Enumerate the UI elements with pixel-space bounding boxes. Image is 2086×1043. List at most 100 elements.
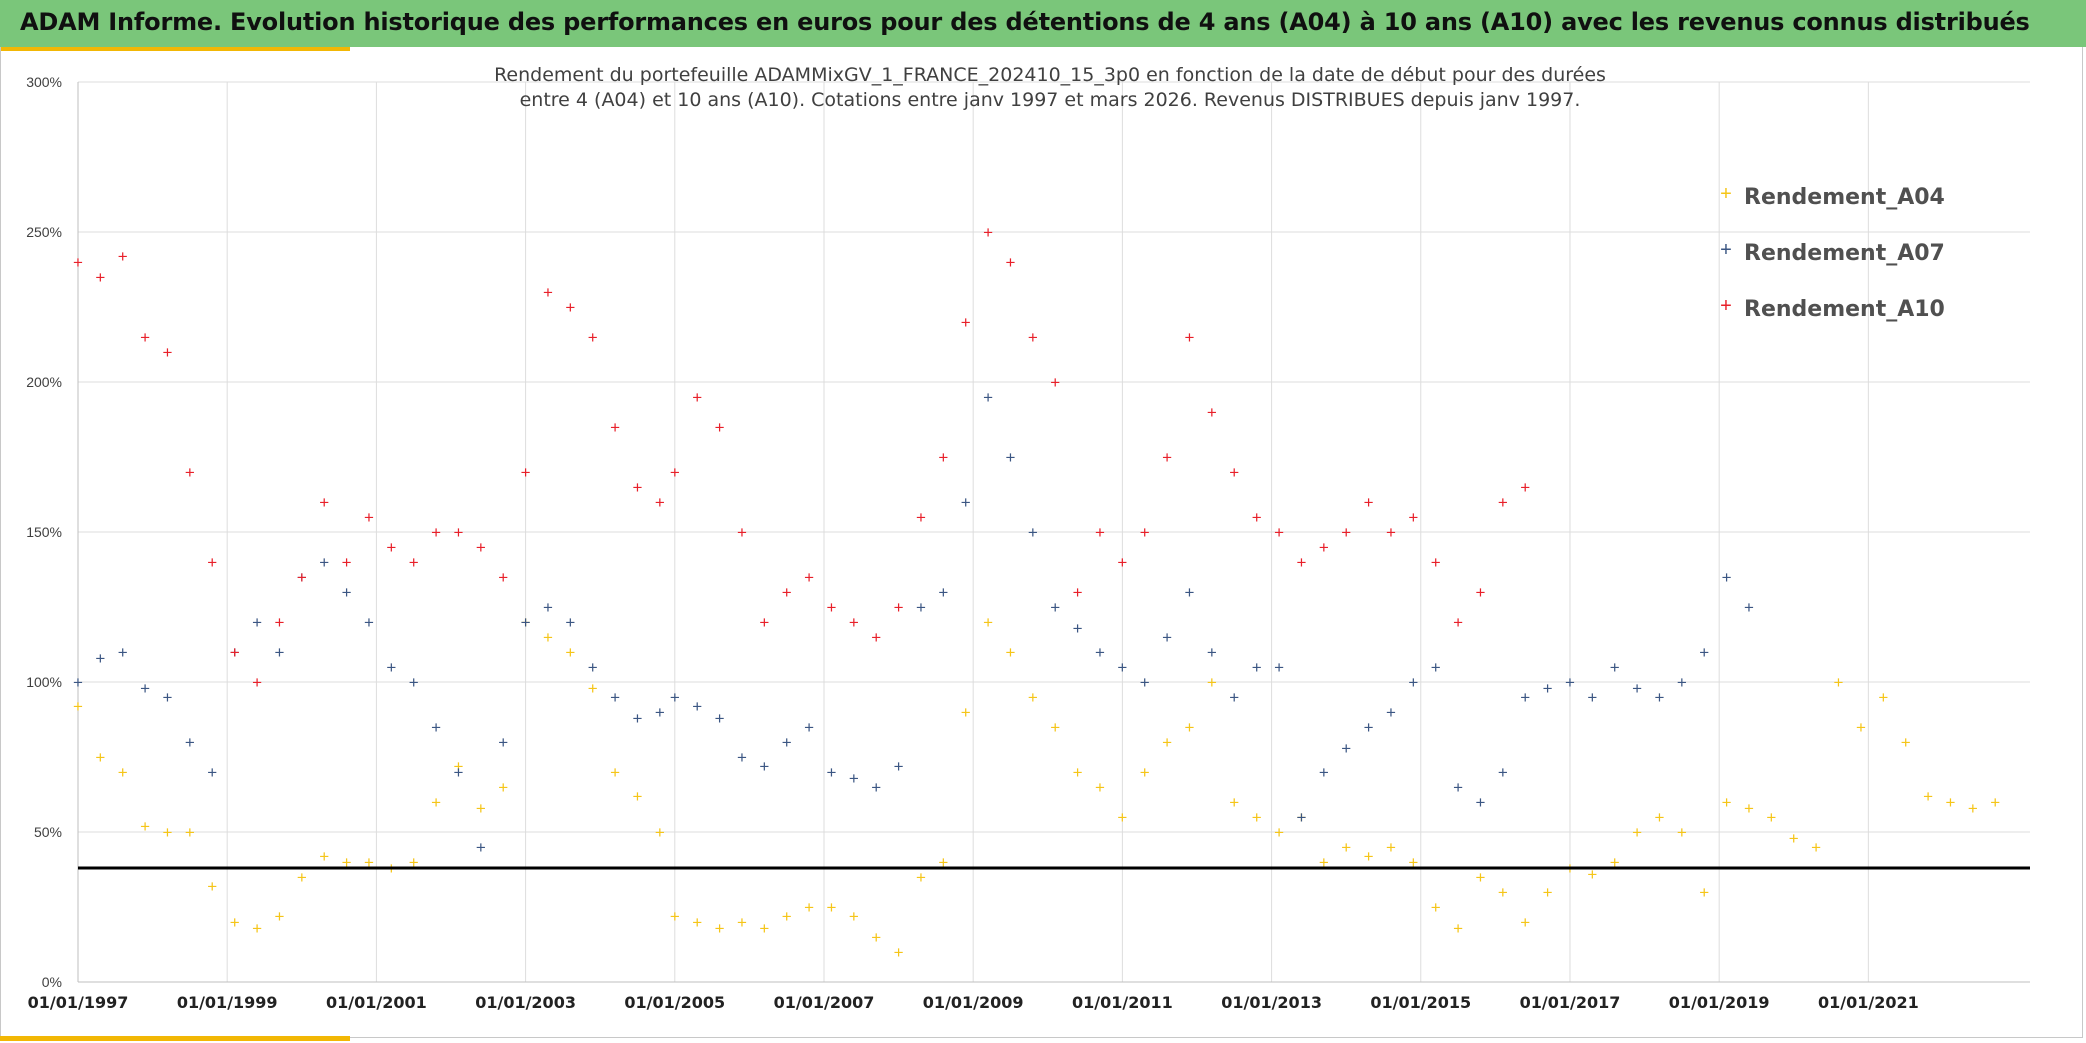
data-point-a07: + xyxy=(1677,673,1687,692)
data-point-a10: + xyxy=(1498,493,1508,512)
data-point-a10: + xyxy=(1319,538,1329,557)
data-point-a10: + xyxy=(804,568,814,587)
data-point-a10: + xyxy=(476,538,486,557)
data-point-a04: + xyxy=(1498,883,1508,902)
data-point-a07: + xyxy=(498,733,508,752)
data-point-a07: + xyxy=(230,643,240,662)
x-tick-label: 01/01/1997 xyxy=(28,993,129,1012)
data-point-a07: + xyxy=(1073,619,1083,638)
data-point-a04: + xyxy=(1341,838,1351,857)
data-point-a10: + xyxy=(431,523,441,542)
data-point-a10: + xyxy=(1453,613,1463,632)
data-point-a10: + xyxy=(983,223,993,242)
data-point-a10: + xyxy=(140,328,150,347)
data-point-a04: + xyxy=(118,763,128,782)
legend-marker-a07: + xyxy=(1720,239,1732,261)
data-point-a10: + xyxy=(1185,328,1195,347)
data-point-a04: + xyxy=(692,913,702,932)
y-tick-label: 300% xyxy=(26,74,62,90)
data-point-a10: + xyxy=(849,613,859,632)
data-point-a04: + xyxy=(1677,823,1687,842)
legend-label-a07: Rendement_A07 xyxy=(1744,241,1945,266)
y-tick-label: 200% xyxy=(26,374,62,390)
data-point-a07: + xyxy=(476,838,486,857)
data-point-a10: + xyxy=(1296,553,1306,572)
data-point-a10: + xyxy=(737,523,747,542)
y-tick-labels: 0% 50% 100% 150% 200% 250% 300% xyxy=(26,74,62,990)
data-point-a07: + xyxy=(565,613,575,632)
x-tick-label: 01/01/2011 xyxy=(1072,993,1173,1012)
data-point-a10: + xyxy=(1207,403,1217,422)
data-point-a04: + xyxy=(230,913,240,932)
data-point-a10: + xyxy=(633,478,643,497)
data-point-a04: + xyxy=(983,613,993,632)
data-point-a10: + xyxy=(364,508,374,527)
data-point-a10: + xyxy=(826,598,836,617)
data-point-a10: + xyxy=(543,283,553,302)
data-point-a10: + xyxy=(185,463,195,482)
data-point-a04: + xyxy=(1520,913,1530,932)
data-point-a07: + xyxy=(1252,658,1262,677)
data-point-a10: + xyxy=(1095,523,1105,542)
data-point-a04: + xyxy=(364,853,374,872)
data-point-a04: + xyxy=(916,868,926,887)
data-point-a07: + xyxy=(759,757,769,776)
legend-entry-a07: + Rendement_A07 xyxy=(1720,239,1945,266)
data-point-a04: + xyxy=(521,613,531,632)
chart-frame xyxy=(0,47,2083,1038)
data-point-a04: + xyxy=(565,643,575,662)
data-point-a07: + xyxy=(983,388,993,407)
data-point-a04: + xyxy=(1453,919,1463,938)
x-tick-label: 01/01/2003 xyxy=(475,993,576,1012)
y-tick-label: 250% xyxy=(26,224,62,240)
data-point-a04: + xyxy=(1162,733,1172,752)
series-a10: + + + + + + + + + + + + + + + + + + + + + + + + + + + + + + + + + + + + + + + +… xyxy=(73,223,1530,692)
data-point-a07: + xyxy=(1341,739,1351,758)
data-point-a07: + xyxy=(1408,673,1418,692)
data-point-a04: + xyxy=(849,907,859,926)
data-point-a04: + xyxy=(737,913,747,932)
x-tick-labels: 01/01/1997 01/01/1999 01/01/2001 01/01/2003… xyxy=(28,993,1919,1012)
data-point-a07: + xyxy=(431,718,441,737)
legend-marker-a04: + xyxy=(1720,183,1732,205)
data-point-a04: + xyxy=(1185,718,1195,737)
data-point-a04: + xyxy=(1229,793,1239,812)
data-point-a04: + xyxy=(1006,643,1016,662)
data-point-a07: + xyxy=(894,757,904,776)
data-point-a10: + xyxy=(1274,523,1284,542)
data-point-a07: + xyxy=(1095,643,1105,662)
data-point-a07: + xyxy=(1117,658,1127,677)
data-point-a07: + xyxy=(1207,643,1217,662)
data-point-a07: + xyxy=(1610,658,1620,677)
data-point-a07: + xyxy=(185,733,195,752)
data-point-a10: + xyxy=(230,643,240,662)
data-point-a07: + xyxy=(274,643,284,662)
data-point-a04: + xyxy=(498,778,508,797)
accent-bar-top xyxy=(0,47,350,51)
data-point-a10: + xyxy=(692,388,702,407)
legend-marker-a10: + xyxy=(1720,295,1732,317)
data-point-a04: + xyxy=(1050,718,1060,737)
chart-subtitle-line-2: entre 4 (A04) et 10 ans (A10). Cotations… xyxy=(520,89,1581,111)
data-point-a04: + xyxy=(1968,799,1978,818)
data-point-a04: + xyxy=(207,877,217,896)
data-point-a07: + xyxy=(1453,778,1463,797)
data-point-a10: + xyxy=(1386,523,1396,542)
data-point-a10: + xyxy=(588,328,598,347)
header-bar: ADAM Informe. Evolution historique des p… xyxy=(0,0,2086,47)
data-point-a04: + xyxy=(409,853,419,872)
data-point-a04: + xyxy=(1901,733,1911,752)
x-tick-label: 01/01/2015 xyxy=(1370,993,1471,1012)
data-point-a10: + xyxy=(207,553,217,572)
data-point-a10: + xyxy=(342,553,352,572)
data-point-a07: + xyxy=(1744,598,1754,617)
data-point-a10: + xyxy=(715,418,725,437)
data-point-a07: + xyxy=(1050,598,1060,617)
data-point-a04: + xyxy=(252,919,262,938)
data-point-a10: + xyxy=(916,508,926,527)
data-point-a07: + xyxy=(1431,658,1441,677)
data-point-a04: + xyxy=(1364,847,1374,866)
data-point-a07: + xyxy=(1587,688,1597,707)
x-tick-label: 01/01/2021 xyxy=(1818,993,1919,1012)
data-point-a04: + xyxy=(1386,838,1396,857)
